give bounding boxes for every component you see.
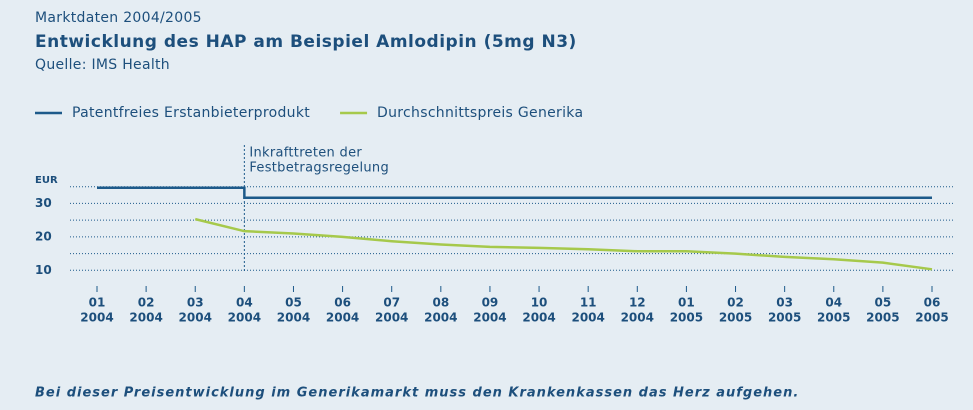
x-tick-label: 04 xyxy=(236,296,253,310)
x-tick-label: 06 xyxy=(924,296,941,310)
x-tick-label: 04 xyxy=(825,296,842,310)
x-tick-label: 01 xyxy=(678,296,695,310)
x-tick-label: 03 xyxy=(776,296,793,310)
series-line xyxy=(97,186,932,199)
x-tick-label: 2004 xyxy=(424,311,457,325)
x-tick-label: 2004 xyxy=(326,311,359,325)
x-tick-label: 2004 xyxy=(228,311,261,325)
legend-label: Patentfreies Erstanbieterprodukt xyxy=(72,105,310,121)
x-tick-label: 2004 xyxy=(277,311,310,325)
x-tick-label: 2004 xyxy=(179,311,212,325)
x-tick-label: 01 xyxy=(89,296,106,310)
x-tick-label: 2004 xyxy=(80,311,113,325)
x-tick-label: 03 xyxy=(187,296,204,310)
x-tick-label: 10 xyxy=(531,296,548,310)
x-tick-label: 2005 xyxy=(866,311,899,325)
x-tick-label: 2004 xyxy=(129,311,162,325)
x-tick-label: 05 xyxy=(875,296,892,310)
subtitle: Quelle: IMS Health xyxy=(35,57,170,73)
x-tick-label: 12 xyxy=(629,296,646,310)
x-tick-label: 06 xyxy=(334,296,351,310)
x-tick-label: 2005 xyxy=(670,311,703,325)
x-tick-label: 2005 xyxy=(719,311,752,325)
x-tick-label: 2005 xyxy=(768,311,801,325)
x-tick-label: 11 xyxy=(580,296,597,310)
y-axis-label: EUR xyxy=(35,175,58,186)
y-tick-label: 20 xyxy=(35,229,52,243)
annotation-text: Inkrafttreten der xyxy=(249,146,362,161)
x-tick-label: 08 xyxy=(432,296,449,310)
x-tick-label: 05 xyxy=(285,296,302,310)
y-tick-label: 30 xyxy=(35,196,52,210)
series-line xyxy=(194,217,933,271)
x-tick-label: 02 xyxy=(727,296,744,310)
x-tick-label: 02 xyxy=(138,296,155,310)
x-tick-label: 2004 xyxy=(621,311,654,325)
x-tick-label: 2005 xyxy=(817,311,850,325)
footer: Bei dieser Preisentwicklung im Generikam… xyxy=(35,386,799,401)
x-tick-label: 2004 xyxy=(473,311,506,325)
x-tick-label: 2005 xyxy=(915,311,948,325)
x-tick-label: 09 xyxy=(482,296,499,310)
x-tick-label: 07 xyxy=(383,296,400,310)
legend-label: Durchschnittspreis Generika xyxy=(377,105,583,121)
y-tick-label: 10 xyxy=(35,263,52,277)
supertitle: Marktdaten 2004/2005 xyxy=(35,10,202,26)
x-tick-label: 2004 xyxy=(375,311,408,325)
x-tick-label: 2004 xyxy=(571,311,604,325)
annotation-text: Festbetragsregelung xyxy=(249,161,389,176)
chart-title: Entwicklung des HAP am Beispiel Amlodipi… xyxy=(35,32,577,52)
x-tick-label: 2004 xyxy=(522,311,555,325)
